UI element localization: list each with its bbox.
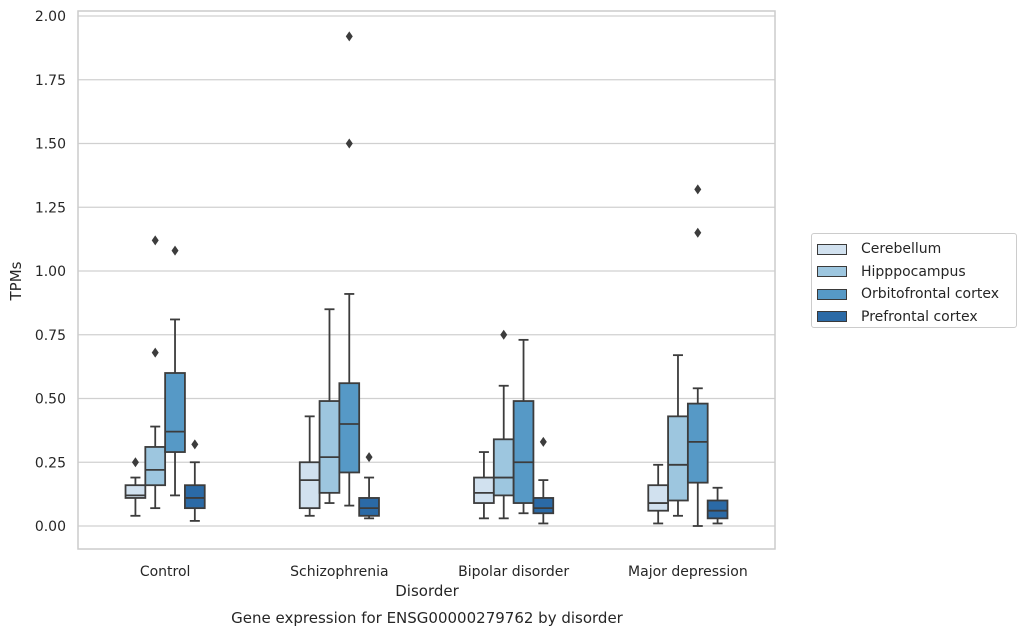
legend-item: Hipppocampus <box>817 261 1016 284</box>
legend-swatch <box>817 266 847 278</box>
box-orbitofrontal-cortex <box>512 338 535 515</box>
y-tick-label: 2.00 <box>35 9 66 25</box>
box-prefrontal-cortex <box>532 436 555 525</box>
iqr-box <box>318 400 341 494</box>
x-tick-label: Control <box>140 564 191 580</box>
y-tick-label: 0.00 <box>35 519 66 535</box>
iqr-box <box>164 372 186 453</box>
outlier-point <box>345 138 353 149</box>
x-axis-label: Disorder <box>395 582 459 600</box>
x-tick-label: Major depression <box>628 564 748 580</box>
legend-label: Prefrontal cortex <box>861 308 978 325</box>
iqr-box <box>532 497 555 515</box>
box-hipppocampus <box>318 308 341 504</box>
outlier-point <box>151 235 159 246</box>
box-cerebellum <box>124 457 147 517</box>
iqr-box <box>512 400 535 504</box>
box-orbitofrontal-cortex <box>686 184 709 527</box>
y-tick-label: 0.50 <box>35 392 66 408</box>
iqr-box <box>706 499 729 520</box>
outlier-point <box>345 31 353 42</box>
outlier-point <box>539 436 547 447</box>
legend-label: Orbitofrontal cortex <box>861 286 999 303</box>
outlier-point <box>171 245 179 256</box>
legend-swatch <box>817 311 847 323</box>
x-tick-label: Bipolar disorder <box>458 564 569 580</box>
iqr-box <box>358 497 380 517</box>
x-tick-labels: Control Schizophrenia Bipolar disorder Majo… <box>140 564 748 580</box>
outlier-point <box>694 184 702 195</box>
iqr-box <box>184 484 206 510</box>
chart-title: Gene expression for ENSG00000279762 by d… <box>231 609 624 627</box>
outlier-point <box>151 347 159 358</box>
iqr-box <box>298 461 321 510</box>
y-axis-label: TPMs <box>7 261 25 301</box>
x-tick-label: Schizophrenia <box>290 564 388 580</box>
box-cerebellum <box>298 415 321 517</box>
plot-frame <box>77 10 776 550</box>
legend-item: Cerebellum <box>817 238 1016 261</box>
box-prefrontal-cortex <box>706 486 729 525</box>
y-tick-label: 1.25 <box>35 200 66 216</box>
outlier-point <box>365 452 373 463</box>
iqr-box <box>686 402 709 484</box>
y-tick-label: 1.50 <box>35 137 66 153</box>
box-cerebellum <box>473 451 495 520</box>
box-hipppocampus <box>144 235 167 510</box>
y-tick-label: 1.75 <box>35 73 66 89</box>
box-hipppocampus <box>492 329 515 520</box>
y-tick-label: 0.75 <box>35 328 66 344</box>
box-cerebellum <box>647 463 669 525</box>
iqr-box <box>647 484 669 512</box>
legend-item: Prefrontal cortex <box>817 306 1016 329</box>
y-tick-labels: 0.00 0.25 0.50 0.75 1.00 1.25 1.50 1.75 2.00 <box>35 9 66 535</box>
iqr-box <box>338 382 361 474</box>
legend-item: Orbitofrontal cortex <box>817 283 1016 306</box>
box-hipppocampus <box>667 354 689 517</box>
legend-swatch <box>817 243 847 255</box>
box-prefrontal-cortex <box>184 439 206 522</box>
legend-label: Hipppocampus <box>861 263 966 280</box>
box-orbitofrontal-cortex <box>338 31 361 507</box>
iqr-box <box>144 446 167 487</box>
legend-swatch <box>817 288 847 300</box>
box-orbitofrontal-cortex <box>164 245 186 497</box>
y-tick-label: 0.25 <box>35 455 66 471</box>
legend-label: Cerebellum <box>861 241 942 258</box>
chart-legend: Cerebellum Hipppocampus Orbitofrontal cort… <box>811 233 1017 328</box>
iqr-box <box>492 438 515 497</box>
outlier-point <box>694 227 702 238</box>
box-prefrontal-cortex <box>358 452 380 520</box>
outlier-point <box>131 457 139 468</box>
box-groups <box>124 31 729 527</box>
iqr-box <box>473 476 495 504</box>
iqr-box <box>667 415 689 502</box>
outlier-point <box>500 329 508 340</box>
outlier-point <box>191 439 199 450</box>
y-tick-label: 1.00 <box>35 264 66 280</box>
